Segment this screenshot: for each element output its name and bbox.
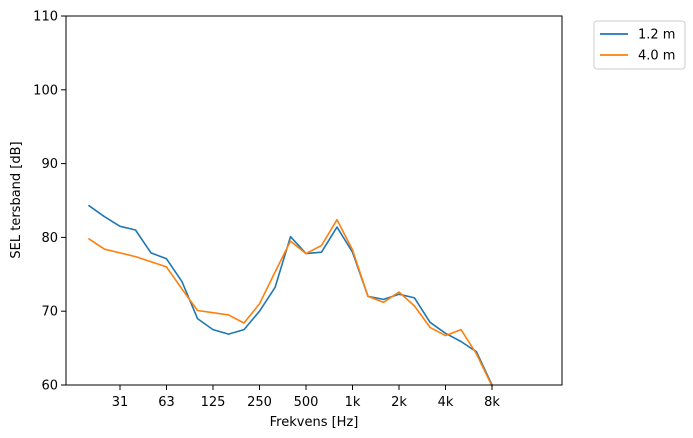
y-axis-label: SEL tersband [dB] bbox=[9, 141, 24, 258]
x-tick-label: 250 bbox=[247, 395, 272, 410]
legend-box bbox=[593, 20, 686, 70]
x-tick-label: 8k bbox=[484, 395, 500, 410]
x-tick-label: 2k bbox=[391, 395, 407, 410]
y-axis: 60 70 80 90 100 110 bbox=[33, 10, 66, 394]
series-line-2 bbox=[88, 218, 493, 387]
x-axis: 31 63 125 250 500 1k 2k 4k 8k bbox=[112, 385, 500, 410]
x-tick-label: 63 bbox=[158, 395, 175, 410]
legend: 1.2 m 4.0 m bbox=[593, 20, 686, 70]
plot-area bbox=[66, 16, 562, 385]
series-layer bbox=[88, 204, 493, 387]
y-tick-label: 70 bbox=[41, 305, 58, 320]
y-tick-label: 110 bbox=[33, 10, 58, 25]
x-tick-label: 500 bbox=[294, 395, 319, 410]
legend-label: 1.2 m bbox=[638, 28, 675, 43]
x-tick-label: 1k bbox=[345, 395, 361, 410]
x-tick-label: 4k bbox=[438, 395, 454, 410]
legend-label: 4.0 m bbox=[638, 49, 675, 64]
x-tick-label: 31 bbox=[112, 395, 129, 410]
series-line-1 bbox=[88, 204, 493, 386]
y-tick-label: 100 bbox=[33, 83, 58, 98]
y-tick-label: 90 bbox=[41, 157, 58, 172]
y-tick-label: 60 bbox=[41, 379, 58, 394]
x-tick-label: 125 bbox=[201, 395, 226, 410]
plot-frame bbox=[65, 15, 563, 386]
x-axis-label: Frekvens [Hz] bbox=[270, 415, 359, 430]
y-tick-label: 80 bbox=[41, 231, 58, 246]
